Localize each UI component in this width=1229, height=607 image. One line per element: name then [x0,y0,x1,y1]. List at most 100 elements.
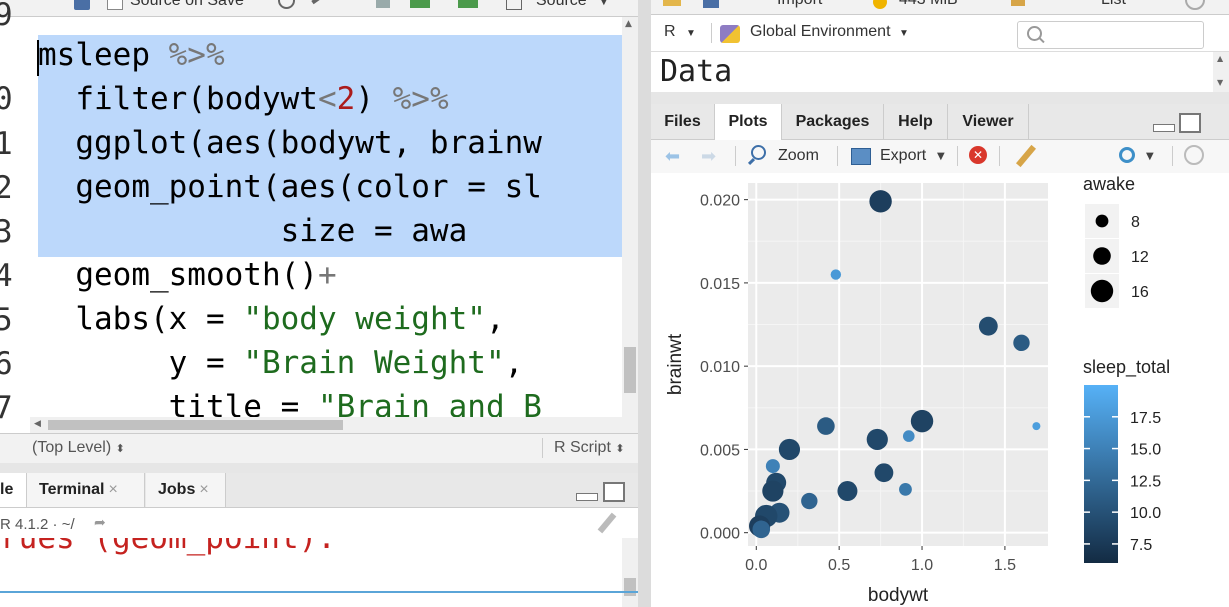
pane-splitter[interactable] [638,0,651,607]
editor-status-bar: (Top Level) ⬍ R Script ⬍ [0,433,638,464]
scrollbar-thumb[interactable] [48,420,343,430]
export-button[interactable]: Export [880,147,927,164]
tab-jobs[interactable]: Jobs × [146,473,226,507]
code-token: %>% [373,81,449,117]
chevron-down-icon[interactable]: ▼ [600,0,608,7]
save-icon[interactable] [74,0,90,10]
close-icon[interactable]: × [199,481,209,498]
refresh-icon[interactable] [1185,0,1205,10]
minimize-icon[interactable] [1153,124,1175,132]
code-token: , [485,301,505,337]
environment-search[interactable] [1017,21,1204,49]
folder-icon[interactable] [663,0,681,6]
editor-horizontal-scrollbar[interactable]: ◀ [30,417,638,433]
data-point [902,430,915,442]
report-icon[interactable] [376,0,390,8]
search-input[interactable] [1050,25,1200,45]
scroll-left-icon[interactable]: ◀ [34,419,41,429]
tab-files[interactable]: Files [651,104,715,139]
remove-plot-icon[interactable]: ✕ [969,146,987,164]
scrollbar-thumb[interactable] [624,347,636,393]
data-point [830,269,842,280]
chevron-down-icon[interactable]: ▼ [937,151,945,162]
memory-usage[interactable]: 443 MiB [899,0,958,9]
environment-scrollbar[interactable]: ▲ ▼ [1213,52,1229,92]
code-line: ggplot(aes(bodywt, brainw [38,121,542,165]
tab-label: Viewer [962,113,1014,130]
tab-console[interactable]: le [0,473,27,507]
tab-label: Jobs [158,481,196,498]
tab-label: Files [664,113,701,130]
data-points [749,190,1041,539]
data-point [801,492,818,510]
scroll-up-icon[interactable]: ▲ [625,19,632,29]
pane-gap [651,92,1229,104]
forward-arrow-icon[interactable]: ➡ [701,146,717,167]
tab-viewer[interactable]: Viewer [948,104,1029,139]
search-icon[interactable] [278,0,295,9]
language-selector[interactable]: R ▼ [664,23,696,41]
legend-size-symbol [1090,279,1114,303]
environment-icon [720,25,740,43]
tab-packages[interactable]: Packages [782,104,884,139]
data-point [765,459,780,474]
line-number: 5 [0,302,13,338]
rerun-icon[interactable] [458,0,478,8]
tab-terminal[interactable]: Terminal × [27,473,145,507]
y-tick-label: 0.010 [700,359,740,376]
close-icon[interactable]: × [108,481,118,498]
scrollbar-thumb[interactable] [624,578,636,596]
code-editor[interactable]: msleep %>% filter(bodywt<2) %>% ggplot(a… [30,17,622,417]
publish-icon[interactable] [1119,147,1135,163]
goto-directory-icon[interactable]: ➦ [94,515,106,531]
code-token: 2 [336,81,356,117]
broom-icon[interactable] [1011,0,1025,6]
environment-selector[interactable]: Global Environment ▼ [750,23,909,41]
tab-plots[interactable]: Plots [715,104,782,140]
maximize-icon[interactable] [603,482,625,502]
broom-icon[interactable] [597,512,617,534]
console-scrollbar[interactable] [622,538,638,607]
source-on-save-checkbox[interactable] [107,0,123,10]
scroll-down-icon[interactable]: ▼ [1217,78,1224,87]
scroll-up-icon[interactable]: ▲ [1217,54,1224,63]
chevron-down-icon[interactable]: ▼ [1146,151,1154,162]
console-output[interactable]: rues (geom_point). [0,538,622,607]
source-button[interactable]: Source [536,0,587,9]
tab-label: Packages [795,113,870,130]
broom-icon[interactable] [1015,144,1037,168]
divider [999,146,1000,166]
maximize-icon[interactable] [1179,113,1201,133]
color-legend-label: 10.0 [1130,505,1161,522]
zoom-icon [751,145,766,160]
color-legend-title: sleep_total [1083,357,1170,378]
color-legend: sleep_total 17.5 15.0 12.5 10.0 7.5 [1083,357,1170,563]
line-number: 2 [0,170,13,206]
editor-vertical-scrollbar[interactable]: ▲ [622,17,638,417]
size-legend-label: 16 [1131,284,1149,301]
save-icon[interactable] [703,0,719,8]
code-token: "body weight" [243,301,486,337]
console-path-bar: R 4.1.2 · ~/ ➦ [0,508,638,538]
import-dataset-button[interactable]: Import [777,0,822,9]
tab-help[interactable]: Help [884,104,948,139]
code-token: + [317,257,337,293]
view-mode-button[interactable]: List [1101,0,1126,9]
refresh-icon[interactable] [1184,145,1204,165]
tab-label: le [0,481,14,498]
file-type-selector[interactable]: R Script ⬍ [554,439,625,457]
back-arrow-icon[interactable]: ⬅ [665,146,681,167]
run-lines-icon[interactable] [410,0,430,8]
source-icon[interactable] [506,0,522,10]
code-token: "Brain Weight" [243,345,505,381]
zoom-button[interactable]: Zoom [778,147,819,164]
legend-size-symbol [1093,247,1111,265]
line-number: 1 [0,126,13,162]
divider [542,438,543,458]
data-point [837,481,858,502]
wand-icon[interactable] [311,0,327,5]
minimize-icon[interactable] [576,493,598,501]
divider [957,146,958,166]
y-axis-label: brainwt [665,333,686,395]
scope-indicator[interactable]: (Top Level) ⬍ [32,439,125,457]
